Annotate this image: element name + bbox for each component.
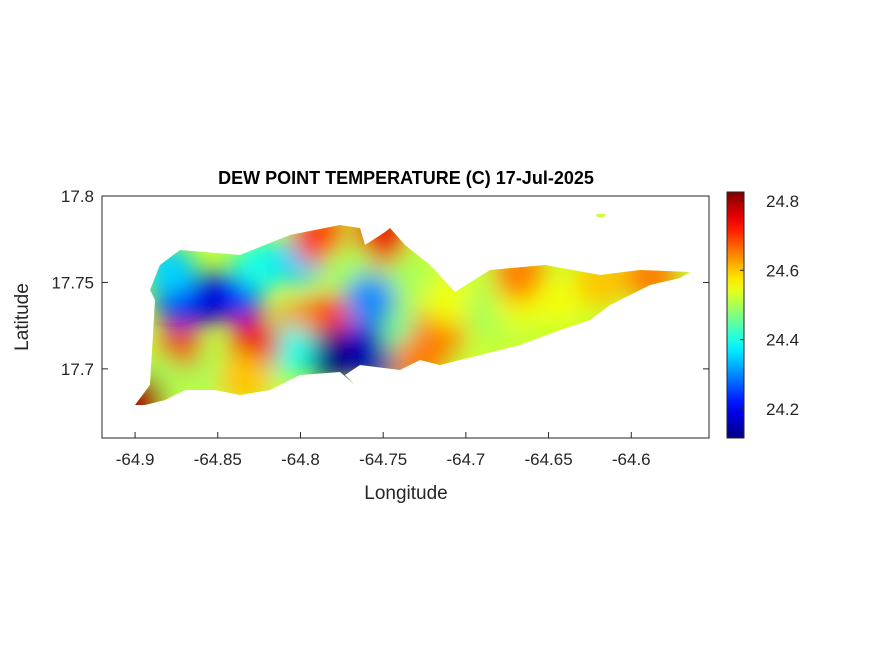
x-tick-label: -64.75 xyxy=(359,450,407,469)
colorbar-tick-label: 24.2 xyxy=(766,400,799,419)
colorbar xyxy=(726,191,745,439)
x-tick-label: -64.7 xyxy=(446,450,485,469)
x-tick-label: -64.9 xyxy=(116,450,155,469)
y-tick-label: 17.7 xyxy=(61,360,94,379)
field-sample xyxy=(534,273,587,326)
colorbar-tick-label: 24.8 xyxy=(766,192,799,211)
y-tick-label: 17.8 xyxy=(61,187,94,206)
x-tick-label: -64.65 xyxy=(524,450,572,469)
field-sample xyxy=(383,254,436,307)
chart-title: DEW POINT TEMPERATURE (C) 17-Jul-2025 xyxy=(218,168,594,188)
x-tick-label: -64.8 xyxy=(281,450,320,469)
field-sample xyxy=(304,329,357,382)
x-tick-label: -64.6 xyxy=(612,450,651,469)
colorbar-tick-label: 24.4 xyxy=(766,331,799,350)
y-axis-label: Latitude xyxy=(12,283,33,351)
colorbar-tick-label: 24.6 xyxy=(766,261,799,280)
field xyxy=(135,214,678,405)
x-axis-label: Longitude xyxy=(364,483,447,504)
x-tick-label: -64.85 xyxy=(194,450,242,469)
y-tick-label: 17.75 xyxy=(51,273,94,292)
axes: -64.9 -64.85 -64.8 -64.75 -64.7 -64.65 -64.6 17… xyxy=(51,187,709,469)
field-sample xyxy=(343,273,396,326)
